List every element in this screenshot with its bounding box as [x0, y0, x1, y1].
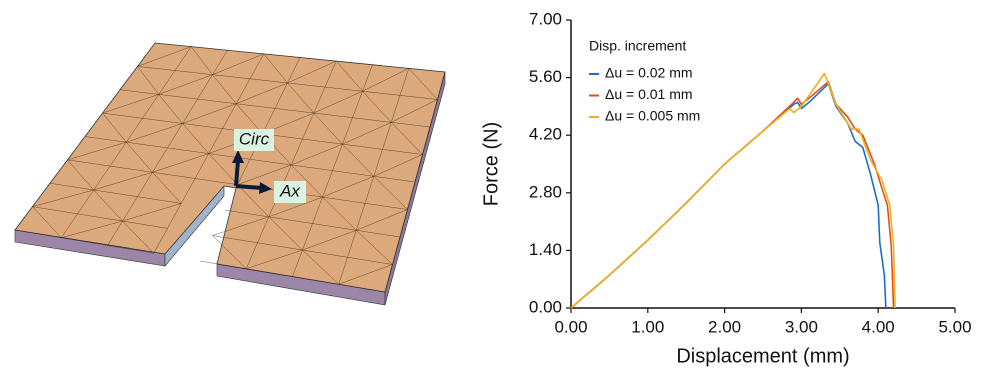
x-tick-label: 5.00 [938, 317, 971, 336]
y-axis-title: Force (N) [480, 122, 502, 206]
legend-label: Δu = 0.02 mm [605, 65, 693, 81]
legend-label: Δu = 0.01 mm [605, 86, 693, 102]
y-tick-label: 1.40 [529, 240, 562, 259]
page: Circ Ax 0.00 1.00 2.00 3.00 4.00 5.00 0.00 1.40… [0, 0, 986, 384]
x-tick-label: 2.00 [708, 317, 741, 336]
x-tick-label: 4.00 [862, 317, 895, 336]
y-tick-label: 7.00 [529, 9, 562, 28]
figure: Circ Ax 0.00 1.00 2.00 3.00 4.00 5.00 0.00 1.40… [0, 0, 986, 379]
arrow [236, 160, 238, 186]
arrow [236, 186, 262, 188]
legend-title: Disp. increment [589, 38, 686, 54]
y-tick-label: 4.20 [529, 125, 562, 144]
x-tick-label: 0.00 [554, 317, 587, 336]
y-tick-label: 2.80 [529, 182, 562, 201]
x-tick-label: 3.00 [785, 317, 818, 336]
plot: 0.00 1.00 2.00 3.00 4.00 5.00 0.00 1.40 2.80 4.20… [480, 9, 971, 367]
top-face [15, 43, 445, 292]
legend-label: Δu = 0.005 mm [605, 108, 700, 124]
circ-label: Circ [239, 129, 270, 148]
mesh-illustration: Circ Ax [15, 43, 445, 305]
x-tick-label: 1.00 [631, 317, 664, 336]
ax-label: Ax [279, 181, 300, 200]
y-tick-label: 0.00 [529, 297, 562, 316]
x-axis-title: Displacement (mm) [676, 345, 849, 367]
y-tick-label: 5.60 [529, 67, 562, 86]
